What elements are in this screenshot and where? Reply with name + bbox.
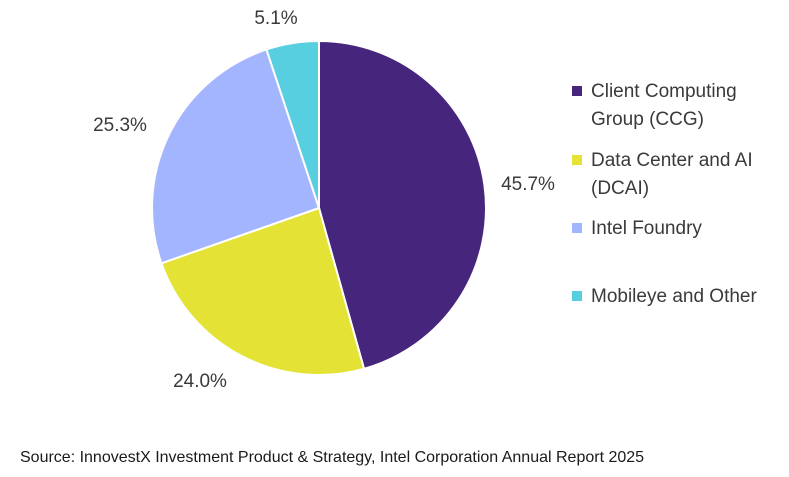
legend-item-2: Data Center and AI (DCAI) (572, 150, 753, 199)
legend-label-2-line-1: Data Center and AI (591, 150, 753, 171)
legend-swatch-4 (572, 291, 582, 301)
pie-slice-1 (318, 39, 487, 371)
value-label-1: 45.7% (501, 174, 555, 195)
value-label-3: 25.3% (93, 115, 147, 136)
source-note: Source: InnovestX Investment Product & S… (20, 449, 645, 466)
legend-label-3-line-1: Intel Foundry (591, 218, 702, 239)
value-label-2: 24.0% (173, 371, 227, 392)
legend-label-4-line-1: Mobileye and Other (591, 286, 757, 307)
legend-label-1-line-2: Group (CCG) (591, 109, 704, 130)
pie-slices (151, 39, 487, 376)
legend-item-3: Intel Foundry (572, 218, 702, 239)
value-labels: 45.7% 24.0% 25.3% 5.1% (93, 8, 555, 392)
legend-label-1-line-1: Client Computing (591, 81, 737, 102)
value-label-4: 5.1% (254, 8, 297, 29)
legend-item-1: Client Computing Group (CCG) (572, 81, 737, 130)
legend: Client Computing Group (CCG) Data Center a… (572, 81, 757, 307)
legend-swatch-2 (572, 155, 582, 165)
pie-slice-2 (160, 206, 366, 376)
pie-slice-4 (265, 39, 320, 209)
pie-slice-3 (151, 48, 321, 265)
legend-swatch-1 (572, 86, 582, 96)
legend-swatch-3 (572, 223, 582, 233)
legend-item-4: Mobileye and Other (572, 286, 757, 307)
legend-label-2-line-2: (DCAI) (591, 178, 649, 199)
